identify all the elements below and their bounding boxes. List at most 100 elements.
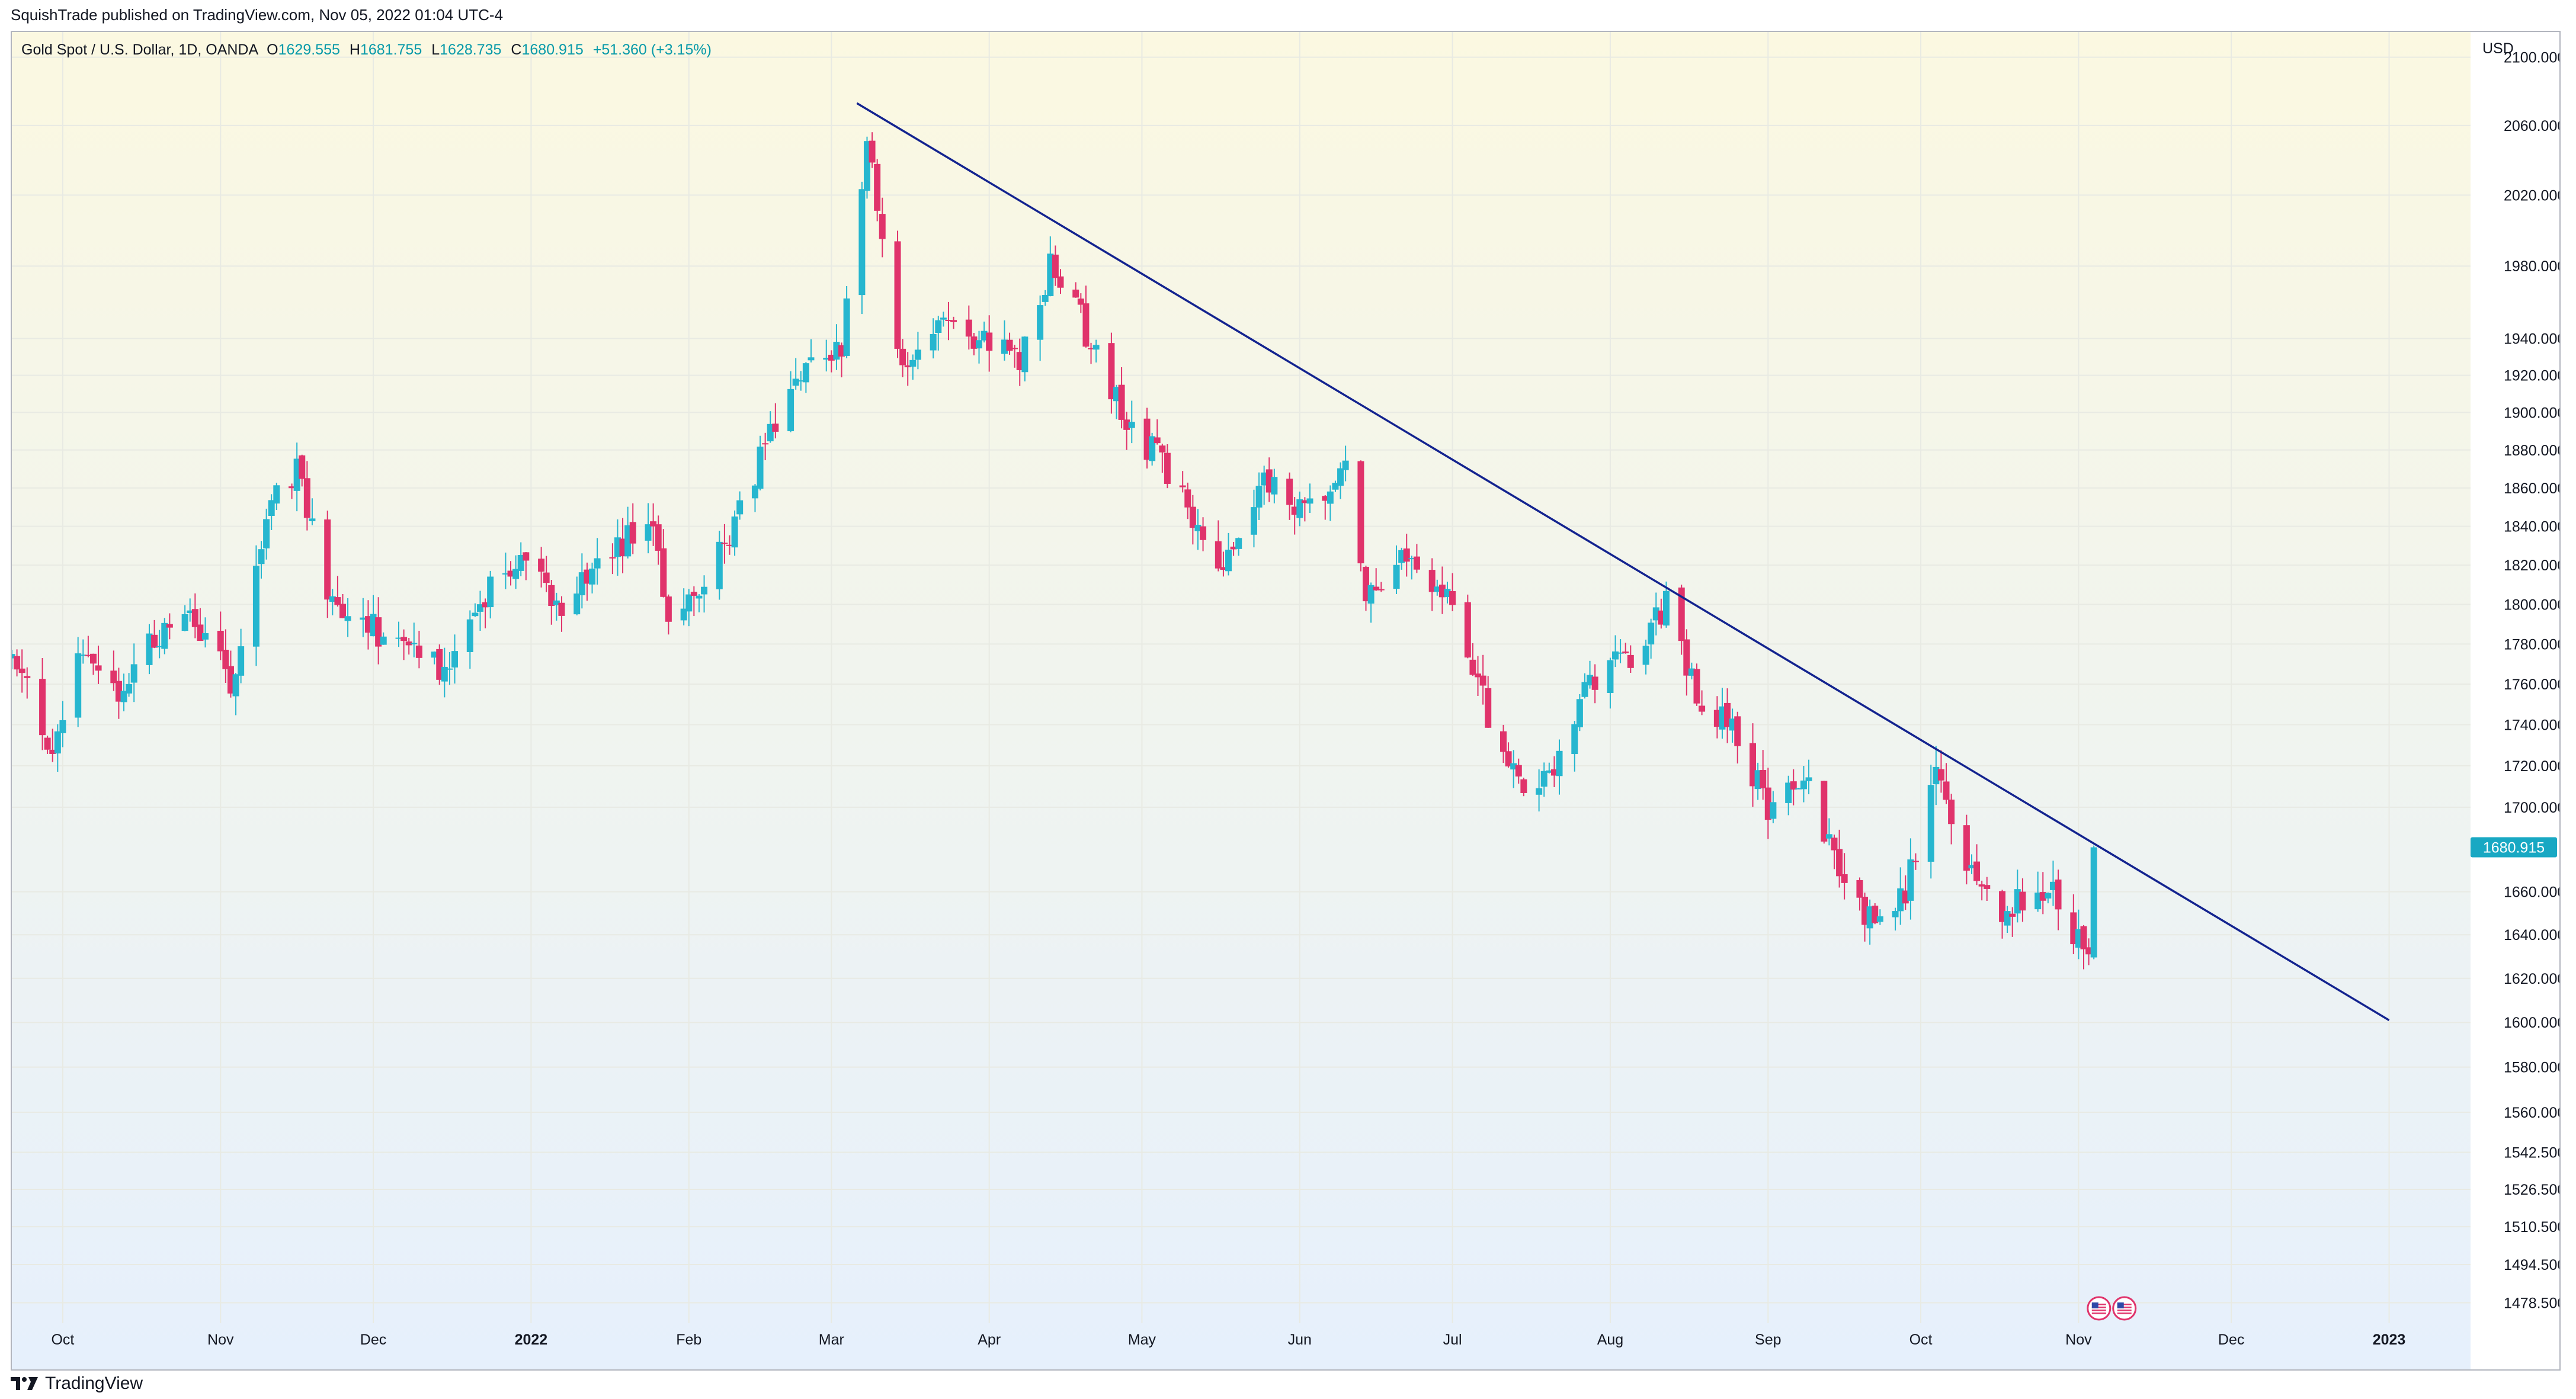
price-chart[interactable]: 2100.000 2060.000 2020.000 1980.000 1940.000… xyxy=(12,32,2559,1369)
us-flag-icon[interactable] xyxy=(2087,1296,2112,1321)
candle-body xyxy=(909,360,917,367)
candle-body xyxy=(1001,339,1008,354)
x-tick-label: Jun xyxy=(1288,1331,1312,1348)
candle-body xyxy=(1856,880,1863,898)
candle-body xyxy=(146,633,153,665)
candle-body xyxy=(2034,892,2042,910)
y-tick-label: 1660.000 xyxy=(2504,884,2559,901)
candle-body xyxy=(126,684,133,694)
candle-body xyxy=(482,602,489,608)
candle-body xyxy=(156,646,163,647)
candle-body xyxy=(2075,929,2082,948)
candle-body xyxy=(1255,486,1263,508)
candle-body xyxy=(476,604,483,612)
candle-body xyxy=(1734,716,1741,746)
symbol-title[interactable]: Gold Spot / U.S. Dollar, 1D, OANDA xyxy=(21,41,259,58)
candle-body xyxy=(1113,387,1120,402)
candle-body xyxy=(629,522,636,544)
candle-body xyxy=(95,665,102,671)
x-tick-label: Nov xyxy=(2065,1331,2092,1348)
event-markers[interactable] xyxy=(2087,1296,2137,1321)
candle-body xyxy=(986,332,993,351)
candle-body xyxy=(1520,779,1527,793)
price-axis[interactable]: 2100.000 2060.000 2020.000 1980.000 1940.000… xyxy=(2504,50,2559,1312)
candle-body xyxy=(502,573,509,575)
candle-body xyxy=(344,616,351,621)
candle-body xyxy=(1082,303,1090,347)
candle-body xyxy=(1927,785,1934,862)
footer-brand[interactable]: TradingView xyxy=(45,1374,143,1393)
candle-body xyxy=(614,537,621,557)
candle-body xyxy=(227,666,234,694)
candle-body xyxy=(1612,651,1619,660)
candle-body xyxy=(1428,570,1436,592)
candle-body xyxy=(375,617,382,647)
x-tick-label: Sep xyxy=(1755,1331,1781,1348)
trendline[interactable] xyxy=(856,102,2390,1021)
y-tick-label: 1580.000 xyxy=(2504,1060,2559,1076)
close-key: C xyxy=(511,41,522,58)
candle-body xyxy=(965,319,972,337)
candle-body xyxy=(685,594,693,612)
grid-lines xyxy=(12,32,2471,1323)
candle-body xyxy=(930,333,937,351)
candle-body xyxy=(1968,865,1975,869)
candle-body xyxy=(726,544,733,546)
x-tick-label: 2022 xyxy=(515,1331,548,1348)
candle-body xyxy=(1357,461,1364,564)
candle-body xyxy=(1800,780,1807,790)
tradingview-logo-icon[interactable] xyxy=(11,1376,38,1391)
candle-body xyxy=(1683,639,1690,676)
candle-body xyxy=(1042,294,1049,302)
us-flag-icon[interactable] xyxy=(2112,1296,2137,1321)
candle-body xyxy=(1077,299,1084,305)
candle-body xyxy=(1540,771,1547,787)
candle-body xyxy=(151,634,158,648)
candle-body xyxy=(828,354,835,361)
candle-body xyxy=(85,654,92,656)
candle-body xyxy=(1617,652,1624,654)
candle-body xyxy=(401,637,408,641)
candle-body xyxy=(197,624,204,641)
candle-body xyxy=(1149,436,1156,461)
candle-body xyxy=(1072,289,1079,298)
candle-body xyxy=(1825,834,1832,839)
candle-body xyxy=(1179,485,1186,487)
candle-body xyxy=(553,600,560,605)
candle-body xyxy=(1790,781,1797,790)
ohlc-legend: Gold Spot / U.S. Dollar, 1D, OANDA O 1629… xyxy=(21,41,721,59)
candle-body xyxy=(411,643,418,644)
candle-body xyxy=(1271,477,1278,495)
candle-body xyxy=(289,486,296,489)
y-tick-label: 1820.000 xyxy=(2504,557,2559,574)
candle-body xyxy=(405,641,412,646)
time-axis[interactable]: Oct Nov Dec 2022 Feb Mar Apr May Jun Jul Aug Sep Oct… xyxy=(51,1331,2405,1348)
candle-body xyxy=(2090,847,2097,958)
candle-body xyxy=(701,586,708,595)
candle-body xyxy=(976,340,983,349)
candle-body xyxy=(1546,770,1553,773)
candle-body xyxy=(762,443,769,445)
candle-body xyxy=(120,691,127,702)
candle-body xyxy=(1485,688,1492,728)
candle-body xyxy=(767,423,774,442)
candle-body xyxy=(1092,345,1100,350)
candle-body xyxy=(2004,911,2011,926)
candle-body xyxy=(222,649,229,669)
candle-body xyxy=(736,500,744,515)
candle-body xyxy=(523,552,530,561)
candle-body xyxy=(548,585,555,607)
candle-body xyxy=(1627,654,1634,668)
candle-body xyxy=(268,500,275,516)
candle-body xyxy=(59,720,66,733)
currency-label[interactable]: USD xyxy=(2482,40,2514,57)
candle-body xyxy=(1897,888,1904,912)
candle-body xyxy=(1760,769,1767,788)
candle-body xyxy=(970,336,978,349)
candle-body xyxy=(2009,913,2016,917)
chart-background xyxy=(12,32,2559,1369)
candle-body xyxy=(833,342,840,360)
candle-body xyxy=(191,609,198,627)
candle-body xyxy=(838,345,845,357)
candle-body xyxy=(1978,884,1985,887)
